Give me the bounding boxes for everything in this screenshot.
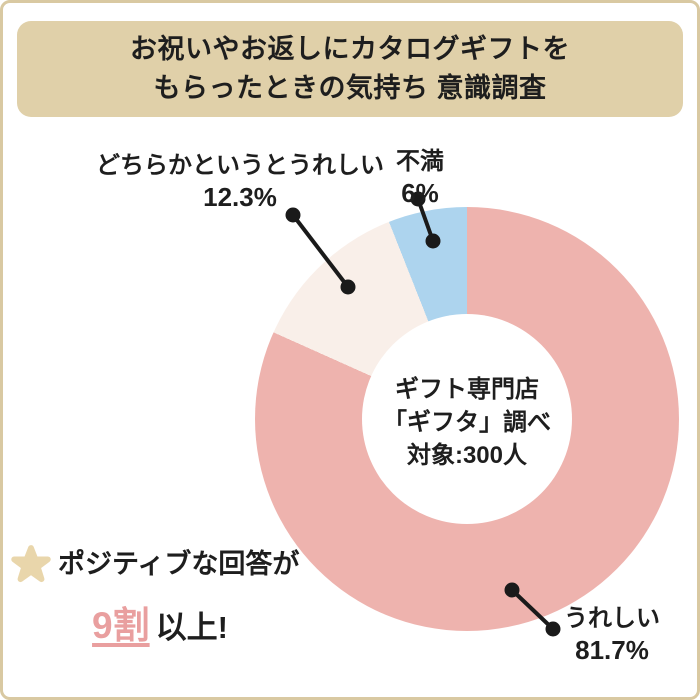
callout-dissatisfied-label: 不満 xyxy=(396,148,444,175)
callout-happy-label: うれしい xyxy=(564,605,660,632)
title-line-2: もらったときの気持ち 意識調査 xyxy=(153,73,547,103)
callout-dissatisfied-value: 6% xyxy=(401,178,439,208)
chart-center-note: ギフト専門店 「ギフタ」調べ 対象:300人 xyxy=(357,373,577,472)
footnote-highlight: 9割 xyxy=(92,605,150,646)
center-note-line-3: 対象:300人 xyxy=(406,442,528,469)
callout-happy: うれしい 81.7% xyxy=(550,603,674,667)
callout-somewhat-happy: どちらかというとうれしい 12.3% xyxy=(85,150,395,214)
callout-somewhat-happy-label: どちらかというとうれしい xyxy=(96,152,384,179)
title-line-1: お祝いやお返しにカタログギフトを xyxy=(130,34,570,64)
footnote: ポジティブな回答が 9割 以上! xyxy=(10,543,310,649)
callout-somewhat-happy-value: 12.3% xyxy=(203,182,277,212)
footnote-text: ポジティブな回答が xyxy=(58,549,300,579)
center-note-line-2: 「ギフタ」調べ xyxy=(383,409,551,436)
footnote-suffix: 以上! xyxy=(155,610,228,645)
center-note-line-1: ギフト専門店 xyxy=(395,376,539,403)
star-icon xyxy=(10,543,52,585)
callout-dissatisfied: 不満 6% xyxy=(382,146,458,210)
callout-happy-value: 81.7% xyxy=(575,635,649,665)
donut-chart-hole xyxy=(362,314,572,524)
title-banner: お祝いやお返しにカタログギフトを もらったときの気持ち 意識調査 xyxy=(17,21,683,117)
